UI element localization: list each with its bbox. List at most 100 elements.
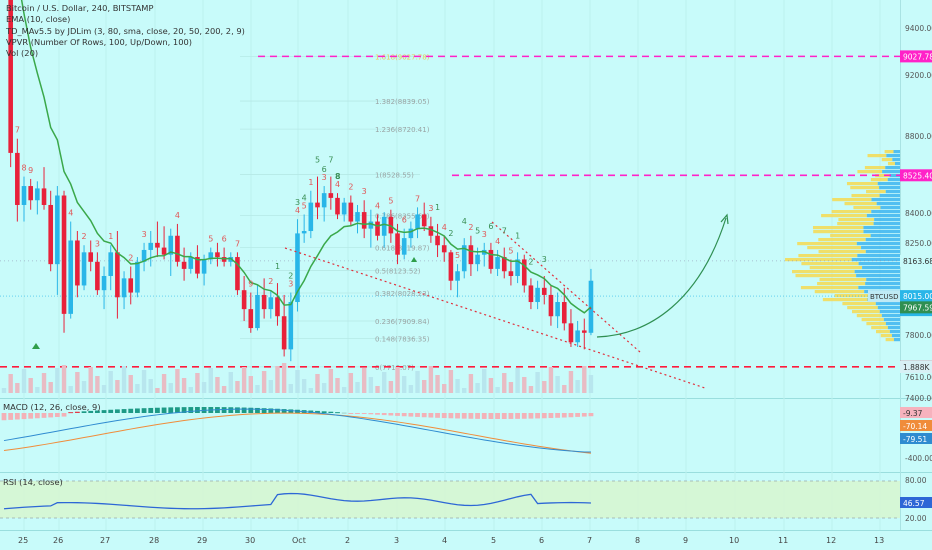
macd-histogram-bar bbox=[448, 413, 454, 419]
indicator-ema[interactable]: EMA (10, close) bbox=[6, 14, 71, 25]
candle-body bbox=[328, 193, 334, 198]
candle-body bbox=[528, 285, 534, 303]
volume-bar bbox=[368, 377, 374, 393]
td-count-sell: 5 bbox=[455, 251, 460, 260]
volume-bar bbox=[241, 367, 247, 393]
td-count-buy: 1 bbox=[435, 203, 440, 212]
candle-body bbox=[575, 330, 580, 343]
candle-body bbox=[235, 257, 240, 291]
rsi-separator bbox=[0, 472, 932, 473]
symbol-title[interactable]: Bitcoin / U.S. Dollar, 240, BITSTAMP bbox=[6, 3, 154, 13]
volume-bar bbox=[195, 373, 200, 393]
candle-body bbox=[255, 294, 260, 329]
indicator-vpvr[interactable]: VPVR (Number Of Rows, 100, Up/Down, 100) bbox=[6, 36, 193, 47]
candle-body bbox=[381, 216, 387, 236]
volume-bar bbox=[88, 367, 93, 393]
td-count-sell: 3 bbox=[322, 173, 327, 182]
chart-header: Bitcoin / U.S. Dollar, 240, BITSTAMP EMA… bbox=[6, 3, 245, 59]
volume-profile-bar bbox=[850, 186, 880, 190]
td-count-sell: 7 bbox=[15, 126, 20, 135]
price-tick-label: 9400.00 bbox=[905, 24, 932, 33]
macd-line bbox=[3, 408, 591, 453]
macd-histogram-bar bbox=[455, 413, 460, 419]
volume-bar bbox=[188, 387, 193, 393]
td-count-sell: 1 bbox=[308, 178, 313, 187]
candle-body bbox=[421, 214, 427, 227]
macd-value-tag-bg bbox=[900, 433, 932, 444]
candle-body bbox=[201, 259, 207, 274]
volume-profile-bar bbox=[821, 214, 867, 218]
volume-bar bbox=[582, 366, 587, 393]
volume-profile-bar bbox=[861, 246, 900, 250]
volume-bar bbox=[135, 384, 140, 393]
macd-histogram-bar bbox=[568, 413, 574, 418]
rsi-value: 46.57 bbox=[903, 499, 925, 508]
volume-profile-bar bbox=[832, 198, 872, 202]
macd-histogram-bar bbox=[141, 408, 147, 413]
macd-histogram-bar bbox=[54, 413, 60, 417]
macd-histogram-bar bbox=[361, 413, 367, 414]
volume-profile-bar bbox=[871, 326, 888, 330]
volume-profile-bar bbox=[795, 274, 857, 278]
candle-body bbox=[75, 240, 80, 286]
macd-title[interactable]: MACD (12, 26, close, 9) bbox=[3, 402, 101, 412]
candle-body bbox=[195, 257, 200, 274]
volume-bar bbox=[168, 383, 173, 393]
td-count-buy: 2 bbox=[528, 257, 533, 266]
candle-body bbox=[41, 188, 47, 205]
macd-histogram-bar bbox=[401, 413, 407, 417]
td-count-sell: 9 bbox=[248, 280, 253, 289]
volume-profile-bar bbox=[844, 202, 877, 206]
volume-profile-bar bbox=[862, 266, 900, 270]
rsi-tick-80: 80.00 bbox=[905, 476, 927, 485]
macd-histogram-bar bbox=[488, 413, 494, 419]
macd-histogram-bar bbox=[421, 413, 427, 418]
candle-body bbox=[288, 302, 294, 350]
volume-bar bbox=[201, 382, 207, 393]
macd-histogram-bar bbox=[241, 407, 247, 413]
td-count-buy: 2 bbox=[448, 229, 453, 238]
fib-label: 0(7716.07) bbox=[375, 364, 414, 372]
macd-histogram-bar bbox=[528, 413, 534, 419]
macd-histogram-bar bbox=[321, 411, 327, 413]
td-count-sell: 4 bbox=[442, 223, 447, 232]
td-count-sell: 3 bbox=[95, 239, 100, 248]
macd-histogram-bar bbox=[261, 408, 267, 413]
volume-bar bbox=[375, 386, 380, 393]
volume-profile-bar bbox=[885, 166, 900, 170]
td-count-buy: 3 bbox=[542, 255, 547, 264]
volume-bar bbox=[435, 375, 440, 393]
macd-histogram-bar bbox=[415, 413, 420, 417]
volume-bar bbox=[41, 373, 47, 393]
volume-profile-bar bbox=[834, 294, 873, 298]
volume-bar bbox=[128, 375, 133, 393]
candle-body bbox=[175, 235, 180, 262]
td-count-sell: 2 bbox=[82, 232, 87, 241]
macd-histogram-bar bbox=[148, 407, 154, 413]
volume-profile-bar bbox=[856, 274, 900, 278]
volume-bar bbox=[121, 366, 127, 393]
volume-profile-bar bbox=[857, 170, 883, 174]
level-tag-8163: 8163.68 bbox=[903, 257, 932, 266]
indicator-td[interactable]: TD_MAv5.5 by JDLim (3, 80, sma, close, 2… bbox=[6, 25, 245, 36]
volume-bar bbox=[381, 372, 387, 393]
level-tag-8525: 8525.40 bbox=[903, 171, 932, 180]
volume-bar bbox=[482, 369, 487, 393]
volume-tag: 1.888K bbox=[903, 363, 930, 372]
candle-body bbox=[215, 252, 220, 258]
volume-profile-bar bbox=[858, 262, 900, 266]
candle-body bbox=[275, 297, 280, 317]
macd-histogram-bar bbox=[555, 413, 561, 418]
rsi-title[interactable]: RSI (14, close) bbox=[3, 477, 63, 487]
macd-histogram-bar bbox=[8, 413, 14, 420]
candle-body bbox=[455, 271, 460, 281]
indicator-vol[interactable]: Vol (20) bbox=[6, 48, 39, 59]
td-count-sell: 3 bbox=[428, 204, 433, 213]
volume-tag-bg bbox=[900, 361, 932, 373]
candle-body bbox=[148, 242, 154, 250]
projection-curve bbox=[596, 217, 727, 338]
volume-profile-bar bbox=[877, 182, 900, 186]
volume-profile-bar bbox=[866, 214, 900, 218]
